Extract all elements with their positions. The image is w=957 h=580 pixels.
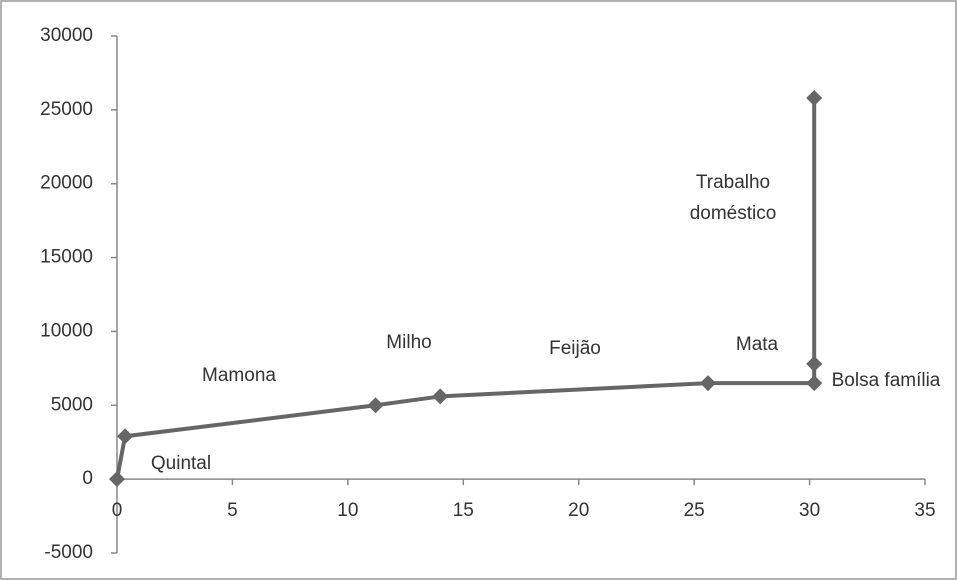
- marker: [367, 397, 384, 414]
- marker: [806, 90, 823, 107]
- y-tick-label: 25000: [40, 99, 93, 120]
- marker: [806, 355, 823, 372]
- y-tick-label: 15000: [40, 247, 93, 268]
- x-tick-label: 35: [914, 500, 935, 521]
- x-tick-label: 20: [568, 500, 589, 521]
- x-tick-label: 15: [453, 500, 474, 521]
- marker: [109, 471, 125, 488]
- annotation: Feijão: [549, 337, 601, 359]
- x-tick-label: 10: [337, 500, 358, 521]
- x-tick-label: 25: [684, 500, 705, 521]
- annotation: Milho: [386, 331, 432, 353]
- annotation: Trabalho doméstico: [689, 172, 777, 224]
- marker: [806, 375, 823, 392]
- annotation: Mata: [735, 333, 779, 355]
- marker: [699, 375, 716, 392]
- y-tick-label: 10000: [40, 320, 93, 341]
- y-tick-label: 20000: [40, 173, 93, 194]
- x-tick-label: 0: [112, 500, 123, 521]
- marker: [432, 388, 449, 405]
- y-tick-label: 30000: [40, 25, 93, 46]
- annotation: Mamona: [202, 364, 276, 386]
- x-tick-label: 5: [227, 500, 238, 521]
- x-tick-label: 30: [799, 500, 820, 521]
- marker: [117, 428, 134, 445]
- annotation: Quintal: [150, 452, 212, 474]
- y-tick-label: -5000: [44, 542, 93, 563]
- y-tick-label: 0: [82, 468, 93, 489]
- y-tick-label: 5000: [51, 394, 93, 415]
- annotation: Bolsa família: [831, 369, 941, 391]
